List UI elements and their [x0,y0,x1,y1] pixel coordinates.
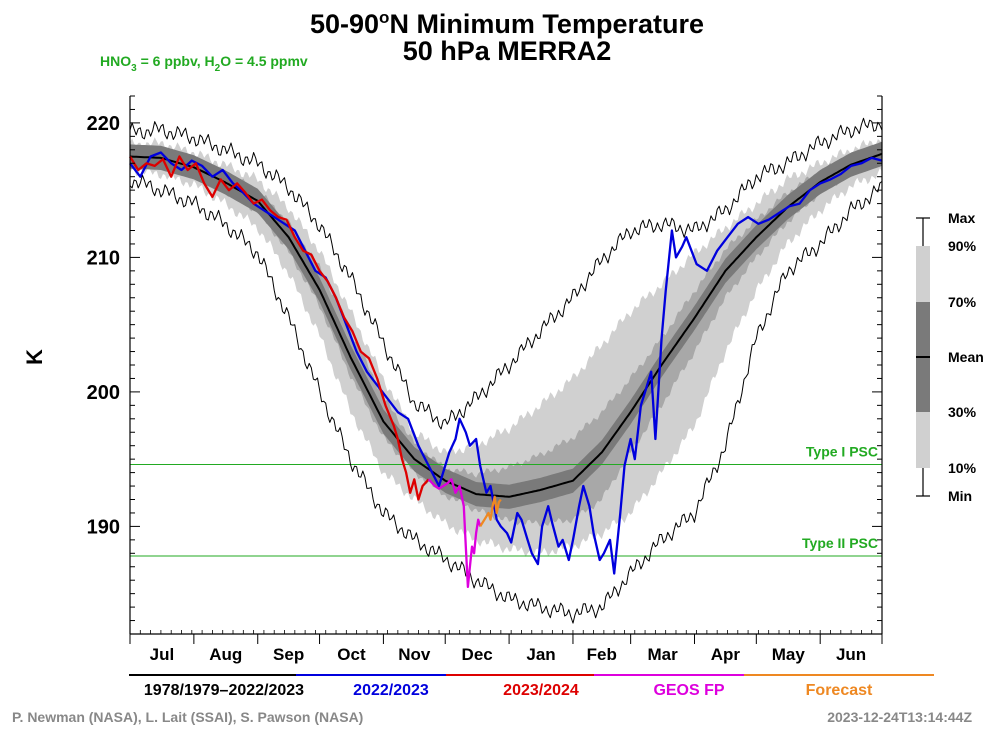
percentile-legend: Max 90% 70% Mean 30% 10% Min [916,210,984,504]
mean-line [129,152,883,498]
legend-label-2: 2022/2023 [353,682,429,699]
legend-label-3: 2023/2024 [503,682,579,699]
x-tick-label: Jan [526,645,555,664]
legend-label-1: 1978/1979–2022/2023 [144,682,304,699]
x-tick-label: Jun [836,645,866,664]
y-tick-label: 190 [87,516,120,538]
series-line-2023-2024 [129,155,430,501]
legend-side-label: Min [948,488,972,504]
series-line-2022-2023 [129,151,883,575]
max-line [129,117,883,430]
x-tick-label: Oct [337,645,366,664]
credit-authors: P. Newman (NASA), L. Lait (SSAI), S. Paw… [12,709,363,725]
legend-side-label: 90% [948,238,977,254]
x-tick-label: Dec [462,645,493,664]
x-tick-label: Feb [587,645,617,664]
legend-side-label: 30% [948,404,977,420]
axes: 190 200 210 220 Jul Aug Sep Oct Nov Dec Jan Feb Mar A… [87,95,883,664]
x-tick-label: Mar [647,645,678,664]
x-tick-label: Nov [398,645,431,664]
series-line-forecast [479,495,502,528]
x-tick-label: Aug [209,645,242,664]
plot-area: Type I PSC Type II PSC [129,117,883,624]
chemistry-label: HNO3 = 6 ppbv, H2O = 4.5 ppmv [100,53,308,74]
y-axis-label: K [22,349,47,365]
series-legend: 1978/1979–2022/2023 2022/2023 2023/2024 GEO… [129,674,934,699]
chart-subtitle: 50 hPa MERRA2 [403,36,612,66]
legend-label-4: GEOS FP [653,682,724,699]
x-tick-label: Jul [150,645,175,664]
min-line [129,174,883,624]
y-tick-label: 220 [87,113,120,135]
x-tick-label: May [772,645,806,664]
x-tick-label: Apr [711,645,741,664]
legend-label-5: Forecast [806,682,873,699]
legend-side-label: 70% [948,294,977,310]
series-line-geos-fp [427,478,482,589]
legend-side-label: 10% [948,460,977,476]
y-tick-label: 210 [87,247,120,269]
psc-label-2: Type II PSC [802,535,878,551]
band-mean [130,141,882,509]
credit-timestamp: 2023-12-24T13:14:44Z [827,709,972,725]
psc-label-1: Type I PSC [806,444,878,460]
legend-side-label: Max [948,210,975,226]
y-tick-label: 200 [87,382,120,404]
legend-side-label: Mean [948,349,984,365]
x-tick-label: Sep [273,645,304,664]
chart-title: 50-90oN Minimum Temperature [310,8,704,39]
